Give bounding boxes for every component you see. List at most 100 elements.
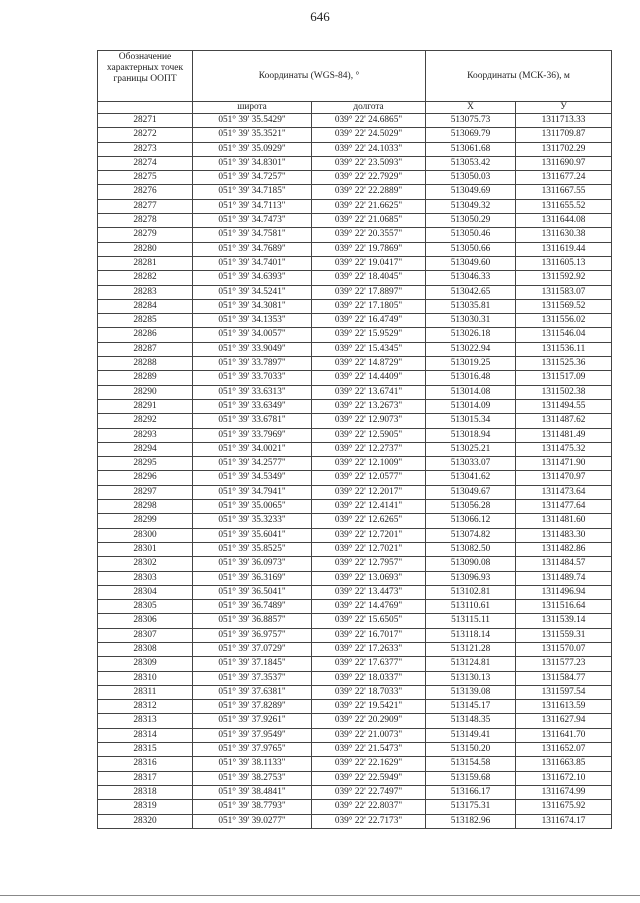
y-coordinate-cell: 1311584.77: [515, 670, 612, 686]
longitude-cell: 039° 22' 15.4345": [311, 341, 426, 358]
y-coordinate-cell: 1311702.29: [515, 141, 612, 157]
y-coordinate-cell: 1311605.13: [515, 255, 612, 272]
longitude-cell: 039° 22' 12.2017": [311, 484, 426, 501]
point-id-cell: 28274: [97, 155, 193, 172]
x-coordinate-cell: 513050.46: [425, 227, 516, 243]
x-coordinate-cell: 513124.81: [425, 656, 516, 672]
y-coordinate-cell: 1311475.32: [515, 441, 612, 458]
point-id-cell: 28299: [97, 513, 193, 529]
longitude-cell: 039° 22' 13.4473": [311, 584, 426, 601]
longitude-cell: 039° 22' 12.4141": [311, 499, 426, 515]
point-id-cell: 28290: [97, 384, 193, 400]
y-coordinate-cell: 1311674.99: [515, 784, 612, 801]
y-coordinate-cell: 1311592.92: [515, 270, 612, 286]
latitude-cell: 051° 39' 38.4841": [192, 784, 312, 801]
point-id-cell: 28313: [97, 713, 193, 729]
point-id-cell: 28301: [97, 541, 193, 558]
point-id-cell: 28278: [97, 213, 193, 229]
x-coordinate-cell: 513074.82: [425, 527, 516, 543]
latitude-cell: 051° 39' 34.7689": [192, 241, 312, 257]
table-row: 28288 051° 39' 33.7897" 039° 22' 14.8729" 5…: [97, 356, 612, 372]
point-id-cell: 28319: [97, 799, 193, 815]
point-id-cell: 28276: [97, 184, 193, 200]
point-id-cell: 28275: [97, 170, 193, 186]
x-coordinate-cell: 513049.60: [425, 255, 516, 272]
point-id-cell: 28312: [97, 699, 193, 715]
table-row: 28301 051° 39' 35.8525" 039° 22' 12.7021" 5…: [97, 541, 612, 558]
table-row: 28314 051° 39' 37.9549" 039° 22' 21.0073" 5…: [97, 727, 612, 744]
point-id-cell: 28272: [97, 127, 193, 143]
y-coordinate-cell: 1311473.64: [515, 484, 612, 501]
latitude-cell: 051° 39' 34.0021": [192, 441, 312, 458]
table-row: 28291 051° 39' 33.6349" 039° 22' 13.2673" 5…: [97, 398, 612, 415]
table-row: 28278 051° 39' 34.7473" 039° 22' 21.0685" 5…: [97, 213, 612, 229]
y-coordinate-cell: 1311546.04: [515, 327, 612, 343]
point-id-cell: 28289: [97, 370, 193, 386]
latitude-cell: 051° 39' 33.7033": [192, 370, 312, 386]
longitude-cell: 039° 22' 13.2673": [311, 398, 426, 415]
longitude-cell: 039° 22' 17.1805": [311, 298, 426, 315]
latitude-cell: 051° 39' 35.3233": [192, 513, 312, 529]
table-row: 28308 051° 39' 37.0729" 039° 22' 17.2633" 5…: [97, 641, 612, 658]
table-row: 28295 051° 39' 34.2577" 039° 22' 12.1009" 5…: [97, 456, 612, 472]
latitude-cell: 051° 39' 38.7793": [192, 799, 312, 815]
longitude-cell: 039° 22' 22.1629": [311, 756, 426, 772]
latitude-cell: 051° 39' 36.8857": [192, 613, 312, 629]
header-point-designation: Обозначение характерных точек границы ОО…: [97, 50, 193, 102]
x-coordinate-cell: 513030.31: [425, 313, 516, 329]
table-row: 28272 051° 39' 35.3521" 039° 22' 24.5029" 5…: [97, 127, 612, 143]
latitude-cell: 051° 39' 34.7185": [192, 184, 312, 200]
y-coordinate-cell: 1311672.10: [515, 770, 612, 786]
longitude-cell: 039° 22' 13.0693": [311, 570, 426, 586]
x-coordinate-cell: 513014.09: [425, 398, 516, 415]
table-row: 28305 051° 39' 36.7489" 039° 22' 14.4769" 5…: [97, 599, 612, 615]
x-coordinate-cell: 513050.66: [425, 241, 516, 257]
longitude-cell: 039° 22' 22.7173": [311, 813, 426, 829]
table-row: 28286 051° 39' 34.0057" 039° 22' 15.9529" 5…: [97, 327, 612, 343]
header-x: X: [425, 101, 516, 114]
latitude-cell: 051° 39' 37.9765": [192, 742, 312, 758]
x-coordinate-cell: 513096.93: [425, 570, 516, 586]
point-id-cell: 28294: [97, 441, 193, 458]
header-latitude: широта: [192, 101, 312, 114]
longitude-cell: 039° 22' 14.4409": [311, 370, 426, 386]
latitude-cell: 051° 39' 34.0057": [192, 327, 312, 343]
table-row: 28315 051° 39' 37.9765" 039° 22' 21.5473" 5…: [97, 742, 612, 758]
latitude-cell: 051° 39' 34.7257": [192, 170, 312, 186]
x-coordinate-cell: 513149.41: [425, 727, 516, 744]
longitude-cell: 039° 22' 17.6377": [311, 656, 426, 672]
table-row: 28284 051° 39' 34.3081" 039° 22' 17.1805" 5…: [97, 298, 612, 315]
longitude-cell: 039° 22' 12.7201": [311, 527, 426, 543]
point-id-cell: 28288: [97, 356, 193, 372]
y-coordinate-cell: 1311525.36: [515, 356, 612, 372]
longitude-cell: 039° 22' 12.7957": [311, 556, 426, 572]
y-coordinate-cell: 1311667.55: [515, 184, 612, 200]
table-row: 28311 051° 39' 37.6381" 039° 22' 18.7033" 5…: [97, 684, 612, 701]
point-id-cell: 28308: [97, 641, 193, 658]
point-id-cell: 28309: [97, 656, 193, 672]
y-coordinate-cell: 1311484.57: [515, 556, 612, 572]
point-id-cell: 28284: [97, 298, 193, 315]
y-coordinate-cell: 1311494.55: [515, 398, 612, 415]
longitude-cell: 039° 22' 12.6265": [311, 513, 426, 529]
x-coordinate-cell: 513115.11: [425, 613, 516, 629]
y-coordinate-cell: 1311516.64: [515, 599, 612, 615]
latitude-cell: 051° 39' 37.8289": [192, 699, 312, 715]
table-row: 28303 051° 39' 36.3169" 039° 22' 13.0693" 5…: [97, 570, 612, 586]
table-row: 28318 051° 39' 38.4841" 039° 22' 22.7497" 5…: [97, 784, 612, 801]
table-row: 28307 051° 39' 36.9757" 039° 22' 16.7017" 5…: [97, 627, 612, 643]
x-coordinate-cell: 513049.69: [425, 184, 516, 200]
longitude-cell: 039° 22' 12.2737": [311, 441, 426, 458]
point-id-cell: 28317: [97, 770, 193, 786]
x-coordinate-cell: 513053.42: [425, 155, 516, 172]
latitude-cell: 051° 39' 36.3169": [192, 570, 312, 586]
y-coordinate-cell: 1311569.52: [515, 298, 612, 315]
longitude-cell: 039° 22' 21.6625": [311, 198, 426, 215]
x-coordinate-cell: 513041.62: [425, 470, 516, 486]
y-coordinate-cell: 1311655.52: [515, 198, 612, 215]
point-id-cell: 28279: [97, 227, 193, 243]
table-row: 28304 051° 39' 36.5041" 039° 22' 13.4473" 5…: [97, 584, 612, 601]
point-id-cell: 28304: [97, 584, 193, 601]
table-row: 28276 051° 39' 34.7185" 039° 22' 22.2889" 5…: [97, 184, 612, 200]
point-id-cell: 28287: [97, 341, 193, 358]
